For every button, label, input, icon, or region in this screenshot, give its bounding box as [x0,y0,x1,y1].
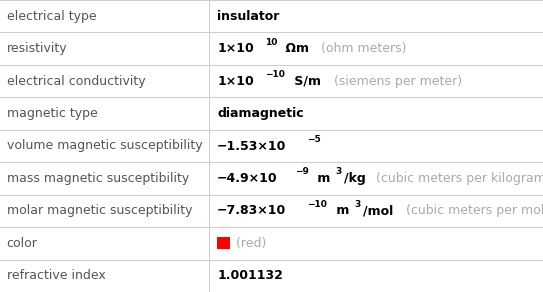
Text: 1.001132: 1.001132 [217,269,283,282]
Text: 1×10: 1×10 [217,75,254,88]
Text: electrical conductivity: electrical conductivity [7,75,145,88]
Text: insulator: insulator [217,10,280,23]
Text: −10: −10 [307,200,326,209]
Text: (cubic meters per mole): (cubic meters per mole) [402,204,543,217]
Text: 3: 3 [336,167,342,176]
Text: −7.83×10: −7.83×10 [217,204,287,217]
Text: m: m [332,204,350,217]
Text: −4.9×10: −4.9×10 [217,172,278,185]
Text: Ωm: Ωm [281,42,308,55]
Text: molar magnetic susceptibility: molar magnetic susceptibility [7,204,192,217]
Text: 3: 3 [355,200,361,209]
Bar [217,237,230,249]
Text: volume magnetic susceptibility: volume magnetic susceptibility [7,140,202,152]
Text: −1.53×10: −1.53×10 [217,140,287,152]
Text: (cubic meters per kilogram): (cubic meters per kilogram) [372,172,543,185]
Text: (ohm meters): (ohm meters) [317,42,406,55]
Text: diamagnetic: diamagnetic [217,107,304,120]
Text: color: color [7,237,37,250]
Text: /kg: /kg [344,172,365,185]
Text: electrical type: electrical type [7,10,96,23]
Text: resistivity: resistivity [7,42,67,55]
Text: −9: −9 [295,167,310,176]
Text: /mol: /mol [363,204,393,217]
Text: magnetic type: magnetic type [7,107,97,120]
Text: 1×10: 1×10 [217,42,254,55]
Text: m: m [313,172,331,185]
Text: refractive index: refractive index [7,269,105,282]
Text: S/m: S/m [291,75,321,88]
Text: (red): (red) [232,237,267,250]
Text: 10: 10 [264,38,277,47]
Text: −10: −10 [264,70,285,79]
Text: −5: −5 [307,135,320,144]
Text: mass magnetic susceptibility: mass magnetic susceptibility [7,172,189,185]
Text: (siemens per meter): (siemens per meter) [330,75,463,88]
